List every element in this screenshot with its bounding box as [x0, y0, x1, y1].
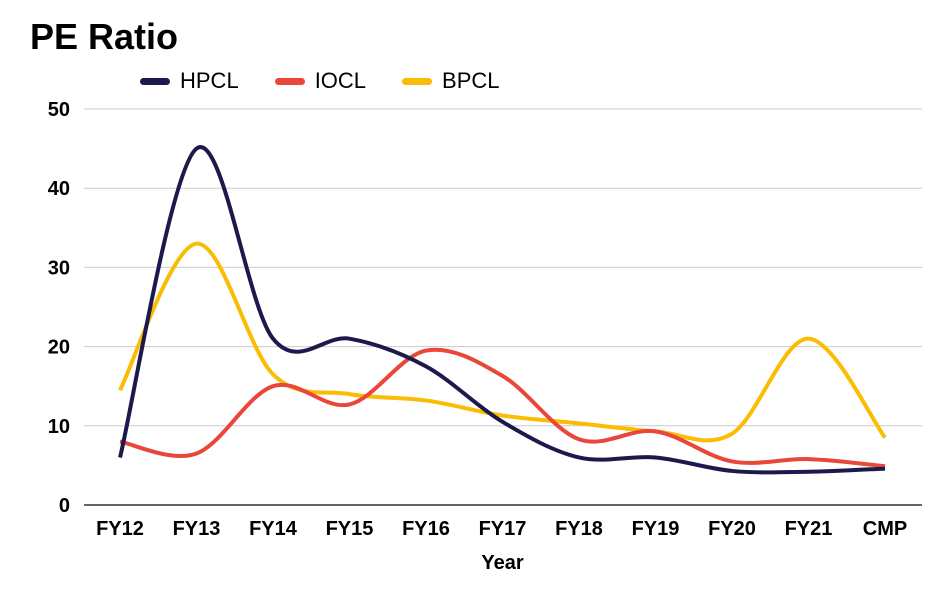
legend-swatch-hpcl: [140, 77, 170, 85]
x-tick-label: FY19: [632, 518, 680, 540]
series-line-bpcl: [118, 241, 887, 443]
x-axis-title: Year: [481, 552, 523, 574]
y-tick-label: 20: [48, 337, 70, 359]
y-tick-label: 50: [48, 99, 70, 121]
x-tick-label: FY14: [249, 518, 298, 540]
legend-label-iocl: IOCL: [314, 68, 367, 93]
x-tick-label: FY17: [479, 518, 527, 540]
legend-label-bpcl: BPCL: [442, 68, 500, 93]
x-tick-label: FY16: [402, 518, 450, 540]
legend-item-iocl: IOCL: [274, 68, 367, 94]
series-line-iocl: [119, 347, 886, 469]
legend-item-bpcl: BPCL: [402, 68, 500, 94]
x-tick-label: FY18: [555, 518, 603, 540]
x-tick-label: CMP: [863, 518, 907, 540]
x-tick-label: FY12: [96, 518, 144, 540]
x-tick-label: FY21: [785, 518, 833, 540]
y-tick-label: 0: [59, 495, 70, 517]
x-tick-label: FY20: [708, 518, 756, 540]
series-line-hpcl: [118, 145, 886, 475]
x-tick-label: FY13: [173, 518, 221, 540]
x-tick-label: FY15: [326, 518, 374, 540]
legend-swatch-bpcl: [402, 77, 433, 85]
legend-swatch-iocl: [274, 77, 305, 85]
y-tick-label: 40: [48, 178, 70, 200]
legend-item-hpcl: HPCL: [140, 68, 239, 94]
y-tick-label: 10: [48, 416, 70, 438]
legend-label-hpcl: HPCL: [180, 68, 239, 93]
chart-title: PE Ratio: [30, 16, 179, 57]
y-tick-label: 30: [48, 257, 70, 279]
chart-legend: HPCL IOCL BPCL: [140, 68, 500, 94]
